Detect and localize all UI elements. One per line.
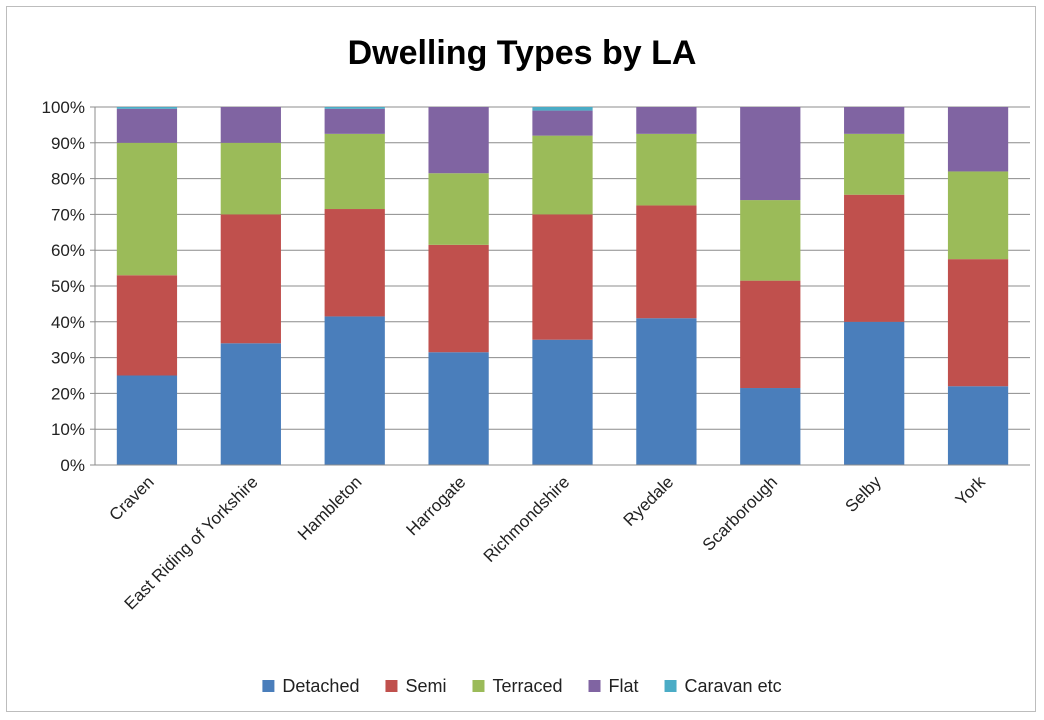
- x-tick-label: Hambleton: [294, 472, 366, 544]
- bar-segment-flat: [220, 107, 281, 143]
- legend-item: Flat: [588, 676, 639, 696]
- bar-segment-semi: [740, 280, 801, 389]
- bar-segment-caravan-etc: [532, 107, 593, 111]
- bar-segment-flat: [324, 108, 385, 134]
- legend-swatch: [588, 680, 601, 692]
- bar-segment-semi: [844, 194, 905, 322]
- bar-segment-terraced: [220, 142, 281, 215]
- bar-segment-detached: [636, 318, 697, 465]
- bar-segment-detached: [844, 321, 905, 465]
- legend-label: Detached: [282, 676, 359, 696]
- bar-segment-semi: [636, 205, 697, 319]
- x-tick-label: Craven: [106, 472, 158, 524]
- bar-segment-semi: [947, 259, 1009, 387]
- bar-segment-flat: [116, 108, 178, 143]
- legend-item: Caravan etc: [664, 676, 782, 696]
- bar-segment-flat: [947, 107, 1009, 172]
- bar-segment-semi: [324, 209, 385, 317]
- bar-segment-detached: [324, 316, 385, 465]
- x-tick-label: Scarborough: [699, 472, 781, 554]
- bar-segment-caravan-etc: [116, 107, 178, 109]
- y-tick-label: 0%: [60, 456, 85, 475]
- chart-title: Dwelling Types by LA: [347, 34, 697, 72]
- y-tick-label: 40%: [51, 313, 85, 332]
- y-tick-label: 20%: [51, 384, 85, 403]
- y-tick-label: 60%: [51, 241, 85, 260]
- bar-segment-terraced: [324, 133, 385, 210]
- bar-segment-detached: [947, 386, 1009, 465]
- bar-segment-semi: [116, 275, 178, 376]
- bar-segment-detached: [740, 388, 801, 465]
- legend-swatch: [472, 680, 485, 692]
- legend-swatch: [385, 680, 398, 692]
- x-tick-label: Harrogate: [403, 472, 470, 539]
- bar-segment-semi: [532, 214, 593, 340]
- bars: [116, 107, 1009, 465]
- legend-item: Detached: [262, 676, 359, 696]
- y-tick-label: 10%: [51, 420, 85, 439]
- bar-segment-detached: [116, 375, 178, 465]
- y-axis: 0% 10% 20% 30% 40% 50% 60% 70% 80% 90% 100%: [42, 98, 96, 475]
- y-tick-label: 50%: [51, 277, 85, 296]
- bar-segment-flat: [532, 110, 593, 136]
- legend-item: Terraced: [472, 676, 563, 696]
- bar-segment-semi: [428, 244, 489, 353]
- bar-segment-flat: [740, 107, 801, 201]
- bar-segment-terraced: [116, 142, 178, 276]
- bar-segment-semi: [220, 214, 281, 344]
- y-tick-label: 30%: [51, 349, 85, 368]
- y-tick-label: 80%: [51, 170, 85, 189]
- bar-segment-terraced: [947, 171, 1009, 260]
- legend-label: Terraced: [492, 676, 562, 696]
- y-tick-label: 100%: [42, 98, 85, 117]
- bar-segment-terraced: [428, 173, 489, 245]
- x-tick-label: Ryedale: [620, 472, 678, 530]
- legend-label: Semi: [405, 676, 446, 696]
- legend: Detached Semi Terraced Flat Caravan etc: [262, 676, 782, 696]
- legend-swatch: [664, 680, 677, 692]
- y-tick-label: 70%: [51, 205, 85, 224]
- bar-segment-caravan-etc: [324, 107, 385, 109]
- legend-label: Caravan etc: [685, 676, 782, 696]
- bar-segment-detached: [220, 343, 281, 465]
- bar-segment-flat: [428, 107, 489, 174]
- bar-segment-terraced: [740, 200, 801, 281]
- y-tick-label: 90%: [51, 134, 85, 153]
- bar-segment-terraced: [844, 133, 905, 195]
- bar-segment-terraced: [532, 135, 593, 215]
- x-tick-label: York: [952, 472, 989, 509]
- legend-label: Flat: [609, 676, 639, 696]
- bar-segment-terraced: [636, 133, 697, 206]
- bar-segment-flat: [844, 107, 905, 134]
- bar-segment-flat: [636, 107, 697, 134]
- x-tick-label: Richmondshire: [480, 472, 574, 566]
- legend-swatch: [262, 680, 275, 692]
- legend-item: Semi: [385, 676, 446, 696]
- x-tick-label: Selby: [841, 472, 885, 516]
- bar-segment-detached: [428, 352, 489, 465]
- bar-segment-detached: [532, 339, 593, 465]
